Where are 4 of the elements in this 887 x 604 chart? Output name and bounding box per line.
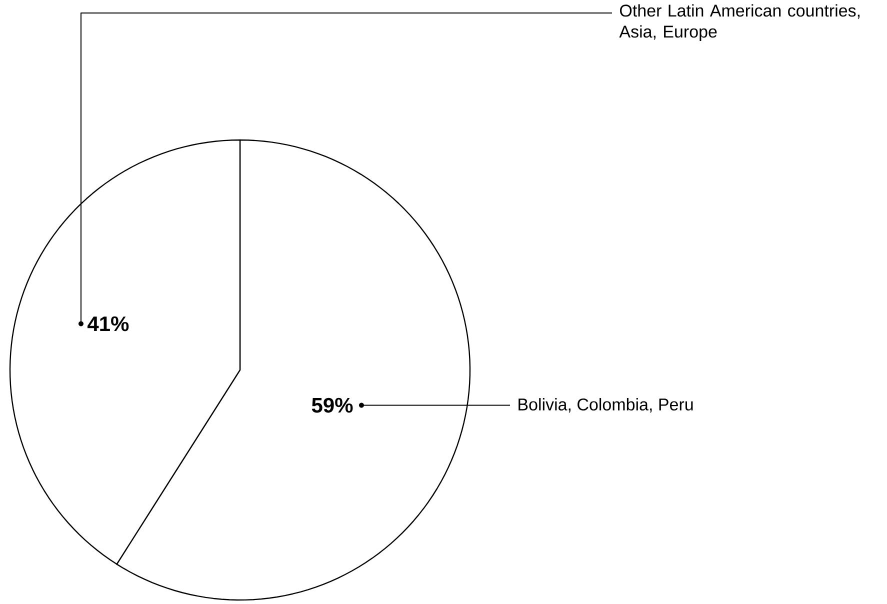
- slice-label: Bolivia, Colombia, Peru: [518, 398, 693, 413]
- data-label: 41%: [88, 316, 129, 332]
- data-label: 59%: [312, 398, 353, 413]
- slice-label: Other Latin American countries, Asia, Europe: [619, 4, 860, 42]
